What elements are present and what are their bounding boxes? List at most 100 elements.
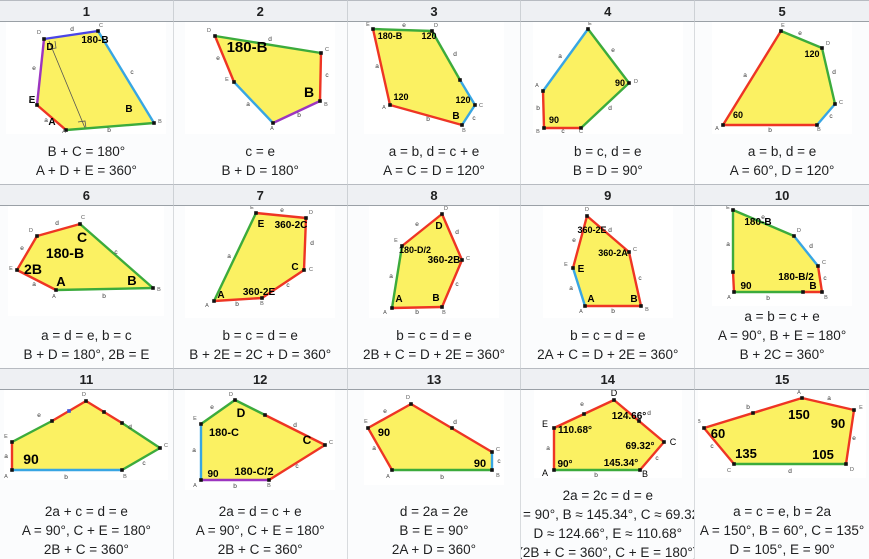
- svg-text:e: e: [798, 30, 802, 37]
- svg-text:e: e: [572, 237, 576, 244]
- caption-line: B = E = 90°: [399, 523, 469, 538]
- svg-text:360-2A: 360-2A: [598, 248, 628, 258]
- svg-text:360-2B: 360-2B: [428, 255, 461, 266]
- svg-text:90: 90: [741, 281, 753, 292]
- svg-text:D: D: [237, 406, 246, 420]
- caption-line: 2B + C = 360°: [43, 542, 129, 557]
- svg-text:C: C: [309, 267, 313, 273]
- svg-text:d: d: [809, 243, 813, 250]
- svg-text:C: C: [839, 100, 843, 106]
- svg-text:90: 90: [474, 458, 486, 470]
- svg-text:B: B: [158, 287, 162, 293]
- svg-text:A: A: [5, 474, 9, 480]
- svg-text:d: d: [71, 26, 75, 33]
- svg-text:e: e: [402, 22, 406, 29]
- svg-text:a: a: [192, 447, 196, 454]
- svg-text:180-D/2: 180-D/2: [399, 245, 431, 255]
- svg-text:C: C: [81, 215, 85, 221]
- svg-text:c: c: [115, 249, 119, 256]
- caption-line: 2A + D = 360°: [391, 542, 477, 557]
- caption-line: B + D = 180°: [221, 163, 299, 178]
- svg-text:D: D: [850, 467, 854, 473]
- svg-text:D: D: [634, 79, 638, 85]
- svg-text:e: e: [280, 207, 284, 214]
- svg-text:180-C: 180-C: [209, 427, 239, 439]
- svg-text:C: C: [77, 229, 87, 245]
- svg-text:b: b: [233, 483, 237, 490]
- type-number-header: 1: [0, 0, 174, 22]
- svg-text:d: d: [453, 51, 457, 58]
- svg-text:90: 90: [378, 427, 390, 439]
- svg-text:2B: 2B: [24, 261, 42, 277]
- svg-text:105: 105: [812, 447, 834, 462]
- type-number-header: 6: [0, 184, 174, 206]
- svg-text:360-2E: 360-2E: [243, 287, 276, 298]
- caption-line: A = 90°, C + E = 180°: [195, 523, 325, 538]
- svg-text:a: a: [827, 395, 831, 402]
- svg-text:a: a: [372, 445, 376, 452]
- svg-text:B: B: [642, 469, 648, 478]
- svg-text:C: C: [329, 440, 333, 446]
- caption-line: A = C = D = 120°: [383, 163, 485, 178]
- svg-text:D: D: [29, 228, 33, 234]
- svg-text:d: d: [608, 227, 612, 234]
- svg-text:e: e: [216, 55, 220, 62]
- svg-text:b: b: [415, 309, 419, 316]
- pentagon-figure[interactable]: D E A B C 124.66° 110.68° 90° 145.34° 69.32° e d a b c: [521, 390, 694, 486]
- svg-text:c: c: [823, 275, 827, 282]
- svg-text:C: C: [822, 260, 826, 266]
- svg-text:C: C: [633, 247, 637, 253]
- svg-text:D: D: [444, 206, 448, 212]
- caption-line: b = c, d = e: [574, 144, 642, 159]
- svg-text:E: E: [564, 262, 568, 268]
- svg-text:E: E: [394, 238, 398, 244]
- svg-text:90: 90: [24, 451, 40, 467]
- svg-text:a: a: [546, 445, 550, 452]
- svg-text:E: E: [250, 206, 254, 211]
- svg-text:c: c: [497, 458, 501, 465]
- svg-text:D: D: [37, 30, 41, 36]
- svg-text:b: b: [235, 301, 239, 308]
- svg-text:B: B: [159, 119, 163, 125]
- type-number-header: 8: [347, 184, 522, 206]
- svg-text:D: D: [797, 228, 801, 234]
- svg-text:e: e: [415, 221, 419, 228]
- svg-text:180-C/2: 180-C/2: [235, 466, 274, 478]
- svg-text:A: A: [382, 105, 386, 111]
- caption-line: 2a = 2c = d = e: [562, 488, 654, 503]
- svg-text:d: d: [455, 229, 459, 236]
- svg-text:b: b: [746, 404, 750, 411]
- svg-text:C: C: [479, 103, 483, 109]
- svg-text:c: c: [472, 115, 476, 122]
- svg-text:C: C: [727, 468, 731, 474]
- svg-text:D: D: [47, 42, 54, 53]
- svg-text:e: e: [761, 214, 765, 221]
- svg-text:D: D: [435, 221, 442, 232]
- svg-text:D: D: [585, 207, 589, 213]
- svg-text:C: C: [303, 433, 312, 447]
- type-number-header: 9: [521, 184, 696, 206]
- type-number-header: 5: [695, 0, 869, 22]
- caption-line: c = e: [245, 144, 276, 159]
- svg-text:d: d: [129, 424, 133, 431]
- caption-line: a = b = c + e: [744, 309, 820, 324]
- svg-text:B: B: [432, 293, 439, 304]
- svg-text:C: C: [670, 437, 677, 447]
